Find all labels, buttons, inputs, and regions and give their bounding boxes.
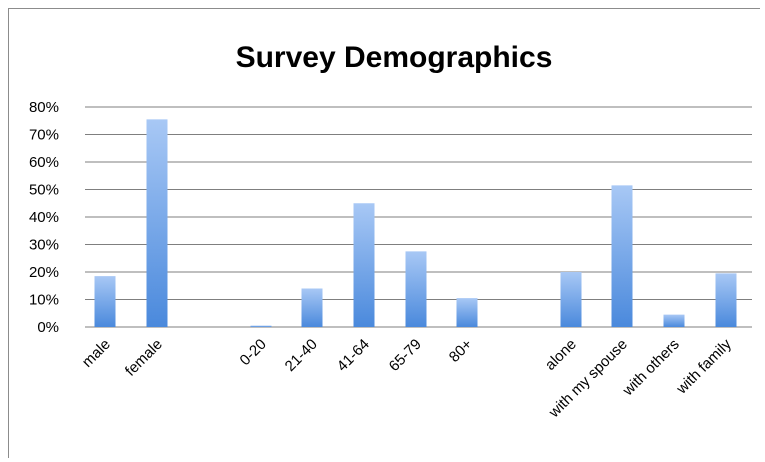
bar-with-my-spouse xyxy=(611,185,633,327)
y-tick-label: 30% xyxy=(29,237,59,254)
y-tick-label: 20% xyxy=(29,264,59,281)
x-category-label: male xyxy=(79,336,114,371)
y-tick-label: 50% xyxy=(29,182,59,199)
bar-0-20 xyxy=(250,325,272,327)
x-category-label: 41-64 xyxy=(334,336,373,375)
y-tick-label: 80% xyxy=(29,99,59,116)
bar-with-family xyxy=(715,273,737,327)
bar-with-others xyxy=(663,314,685,327)
bar-80+ xyxy=(456,298,478,327)
x-category-label: with family xyxy=(673,335,736,398)
y-tick-label: 10% xyxy=(29,292,59,309)
y-axis-ticks: 0% 10% 20% 30% 40% 50% 60% 70% 80% xyxy=(29,99,59,336)
bar-alone xyxy=(560,272,582,327)
x-category-label: 21-40 xyxy=(282,336,321,375)
x-category-label: alone xyxy=(542,336,580,374)
chart-title: Survey Demographics xyxy=(236,41,553,74)
bar-21-40 xyxy=(301,288,323,327)
bar-male xyxy=(94,276,116,327)
x-category-label: 0-20 xyxy=(237,336,270,369)
x-axis-labels: male female 0-20 21-40 41-64 65-79 80+ alone wit… xyxy=(79,335,735,421)
chart-frame xyxy=(8,8,760,458)
bars xyxy=(94,119,737,327)
bar-41-64 xyxy=(353,203,375,327)
bar-female xyxy=(146,119,168,327)
y-tick-label: 60% xyxy=(29,154,59,171)
x-category-label: female xyxy=(122,336,166,380)
bar-65-79 xyxy=(405,251,427,327)
y-tick-label: 40% xyxy=(29,209,59,226)
y-tick-label: 0% xyxy=(37,319,59,336)
y-tick-label: 70% xyxy=(29,127,59,144)
x-category-label: 65-79 xyxy=(386,336,425,375)
x-category-label: 80+ xyxy=(446,336,476,366)
